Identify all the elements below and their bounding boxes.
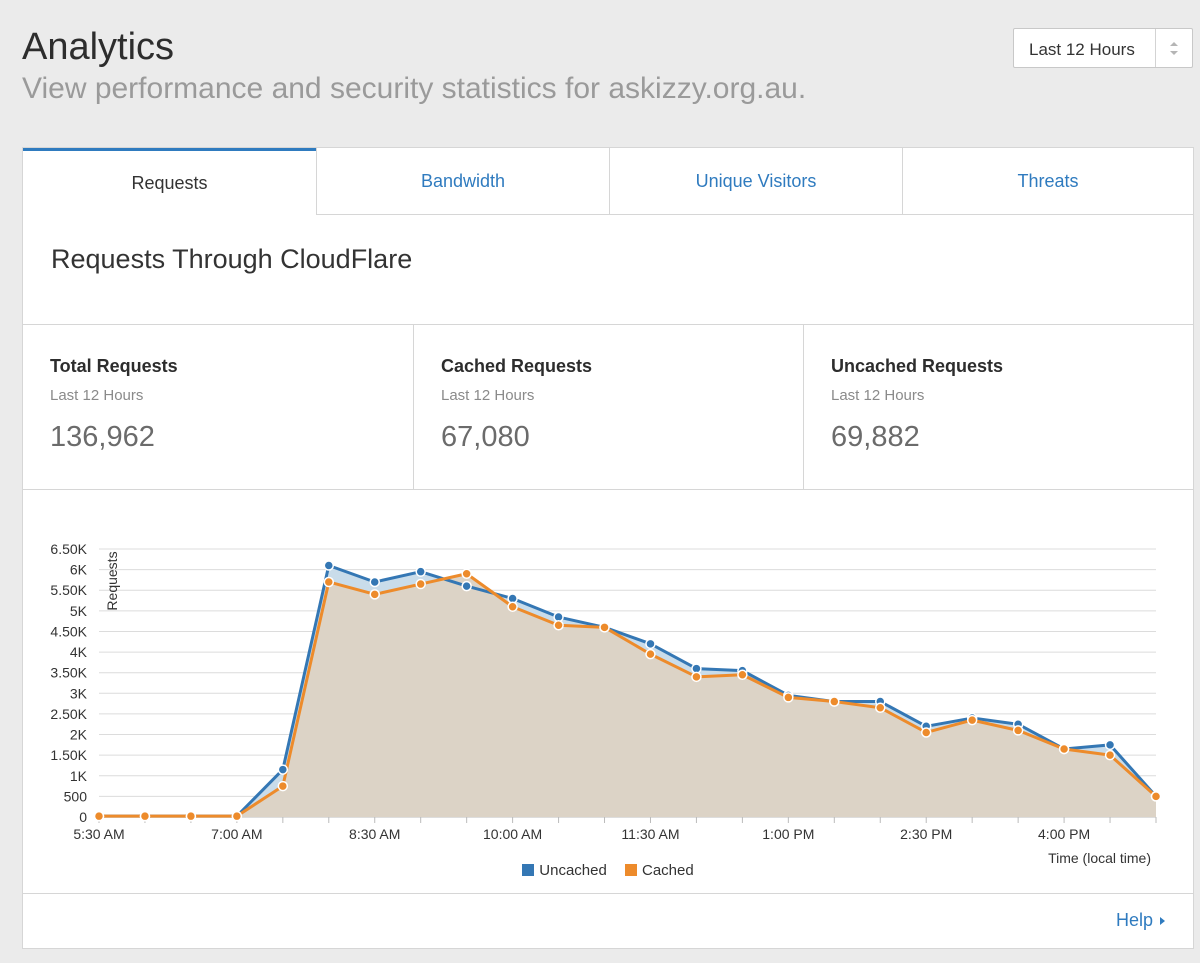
- analytics-panel: Requests Bandwidth Unique Visitors Threa…: [22, 147, 1194, 949]
- cached-point: [323, 576, 335, 588]
- cached-point: [783, 692, 794, 703]
- legend-swatch-cached: [625, 864, 637, 876]
- stat-label: Total Requests: [50, 356, 178, 376]
- legend-label: Uncached: [539, 862, 607, 879]
- cached-point: [920, 727, 932, 738]
- y-tick-label: 6K: [70, 562, 88, 578]
- cached-point: [1104, 749, 1116, 761]
- help-label: Help: [1115, 910, 1153, 930]
- requests-chart: 0 500 1K 1.50K 2K 2.50K 3K 3.50K 4K 4.50K 5K 5.50K 6…: [23, 489, 1193, 892]
- x-tick-label: 11:30 AM: [621, 826, 679, 842]
- y-tick-label: 1K: [70, 768, 88, 784]
- stat-value: 69,882: [831, 421, 920, 453]
- tab-requests[interactable]: Requests: [23, 148, 316, 215]
- cached-point: [277, 780, 289, 792]
- stat-period: Last 12 Hours: [441, 387, 535, 404]
- stats-row: Total Requests Last 12 Hours 136,962 Cac…: [23, 324, 1193, 490]
- stat-period: Last 12 Hours: [831, 387, 925, 404]
- y-tick-label: 5K: [70, 603, 88, 619]
- stat-label: Uncached Requests: [831, 356, 1004, 376]
- y-tick-label: 4.50K: [50, 623, 87, 639]
- page-subtitle: View performance and security statistics…: [22, 72, 807, 105]
- x-tick-label: 4:00 PM: [1038, 826, 1090, 842]
- uncached-line: [99, 563, 1158, 818]
- x-tick-label: 8:30 AM: [349, 826, 400, 842]
- y-tick-label: 500: [64, 788, 88, 804]
- tab-unique-visitors[interactable]: Unique Visitors: [609, 148, 902, 215]
- x-axis-title: Time (local time): [1048, 850, 1151, 866]
- x-tick-label: 10:00 AM: [483, 826, 542, 842]
- stat-label: Cached Requests: [441, 356, 593, 376]
- y-tick-label: 5.50K: [50, 582, 87, 598]
- stat-uncached-requests: Uncached Requests Last 12 Hours 69,882: [803, 325, 1193, 489]
- tab-bandwidth[interactable]: Bandwidth: [316, 148, 609, 215]
- cached-point: [93, 810, 105, 822]
- cached-point: [599, 622, 610, 633]
- uncached-point: [277, 764, 289, 775]
- chart-legend: Uncached Cached: [23, 862, 1193, 879]
- panel-footer: Help: [23, 893, 1193, 949]
- y-tick-label: 6.50K: [50, 541, 87, 557]
- cached-area: [99, 573, 1156, 817]
- cached-point: [553, 620, 564, 631]
- cached-point: [185, 810, 197, 822]
- cached-point: [1058, 743, 1070, 755]
- tab-bar: Requests Bandwidth Unique Visitors Threa…: [23, 148, 1193, 215]
- x-tick-label: 1:00 PM: [762, 826, 814, 842]
- cached-point: [737, 669, 748, 681]
- y-tick-label: 3K: [70, 685, 88, 701]
- legend-swatch-uncached: [522, 864, 535, 876]
- stat-value: 67,080: [441, 421, 530, 453]
- cached-point: [691, 671, 702, 683]
- legend-item-cached[interactable]: Cached: [625, 862, 694, 879]
- requests-chart-svg: 0 500 1K 1.50K 2K 2.50K 3K 3.50K 4K 4.50K 5K 5.50K 6…: [50, 541, 1162, 866]
- legend-item-uncached[interactable]: Uncached: [522, 862, 611, 879]
- section-title: Requests Through CloudFlare: [51, 244, 413, 274]
- x-tick-label: 5:30 AM: [73, 826, 124, 842]
- uncached-point: [645, 638, 656, 650]
- x-tick-label: 2:30 PM: [900, 826, 952, 842]
- y-tick-label: 3.50K: [50, 665, 87, 681]
- stat-cached-requests: Cached Requests Last 12 Hours 67,080: [413, 325, 803, 489]
- y-axis-title: Requests: [104, 551, 120, 610]
- cached-point: [461, 568, 472, 579]
- y-tick-label: 2.50K: [50, 706, 87, 722]
- stat-period: Last 12 Hours: [50, 387, 144, 404]
- cached-point: [829, 696, 840, 707]
- legend-label: Cached: [642, 862, 694, 879]
- cached-point: [645, 648, 656, 660]
- cached-point: [139, 810, 151, 822]
- y-tick-label: 4K: [70, 644, 88, 660]
- uncached-point: [1104, 739, 1116, 751]
- stat-value: 136,962: [50, 421, 155, 453]
- cached-point: [415, 578, 426, 590]
- uncached-point: [461, 580, 472, 592]
- cached-line: [99, 572, 1158, 818]
- cached-point: [1150, 791, 1162, 802]
- x-tick-label: 7:00 AM: [211, 826, 262, 842]
- uncached-point: [369, 576, 380, 588]
- caret-right-icon: [1160, 917, 1165, 925]
- cached-point: [966, 714, 978, 726]
- cached-point: [875, 702, 886, 713]
- stat-total-requests: Total Requests Last 12 Hours 136,962: [23, 325, 413, 489]
- y-tick-label: 2K: [70, 727, 88, 743]
- time-range-value: Last 12 Hours: [1029, 40, 1135, 59]
- select-arrows-icon: [1155, 29, 1192, 67]
- cached-point: [231, 810, 243, 822]
- cached-point: [1012, 725, 1024, 736]
- cached-point: [507, 601, 518, 612]
- y-tick-label: 1.50K: [50, 747, 87, 763]
- cached-point: [369, 589, 380, 600]
- page-title: Analytics: [22, 26, 175, 68]
- uncached-point: [323, 560, 335, 571]
- time-range-select[interactable]: Last 12 Hours: [1013, 28, 1193, 68]
- y-tick-label: 0: [79, 809, 87, 825]
- uncached-point: [415, 566, 426, 577]
- tab-threats[interactable]: Threats: [902, 148, 1193, 215]
- help-link[interactable]: Help: [1116, 910, 1165, 931]
